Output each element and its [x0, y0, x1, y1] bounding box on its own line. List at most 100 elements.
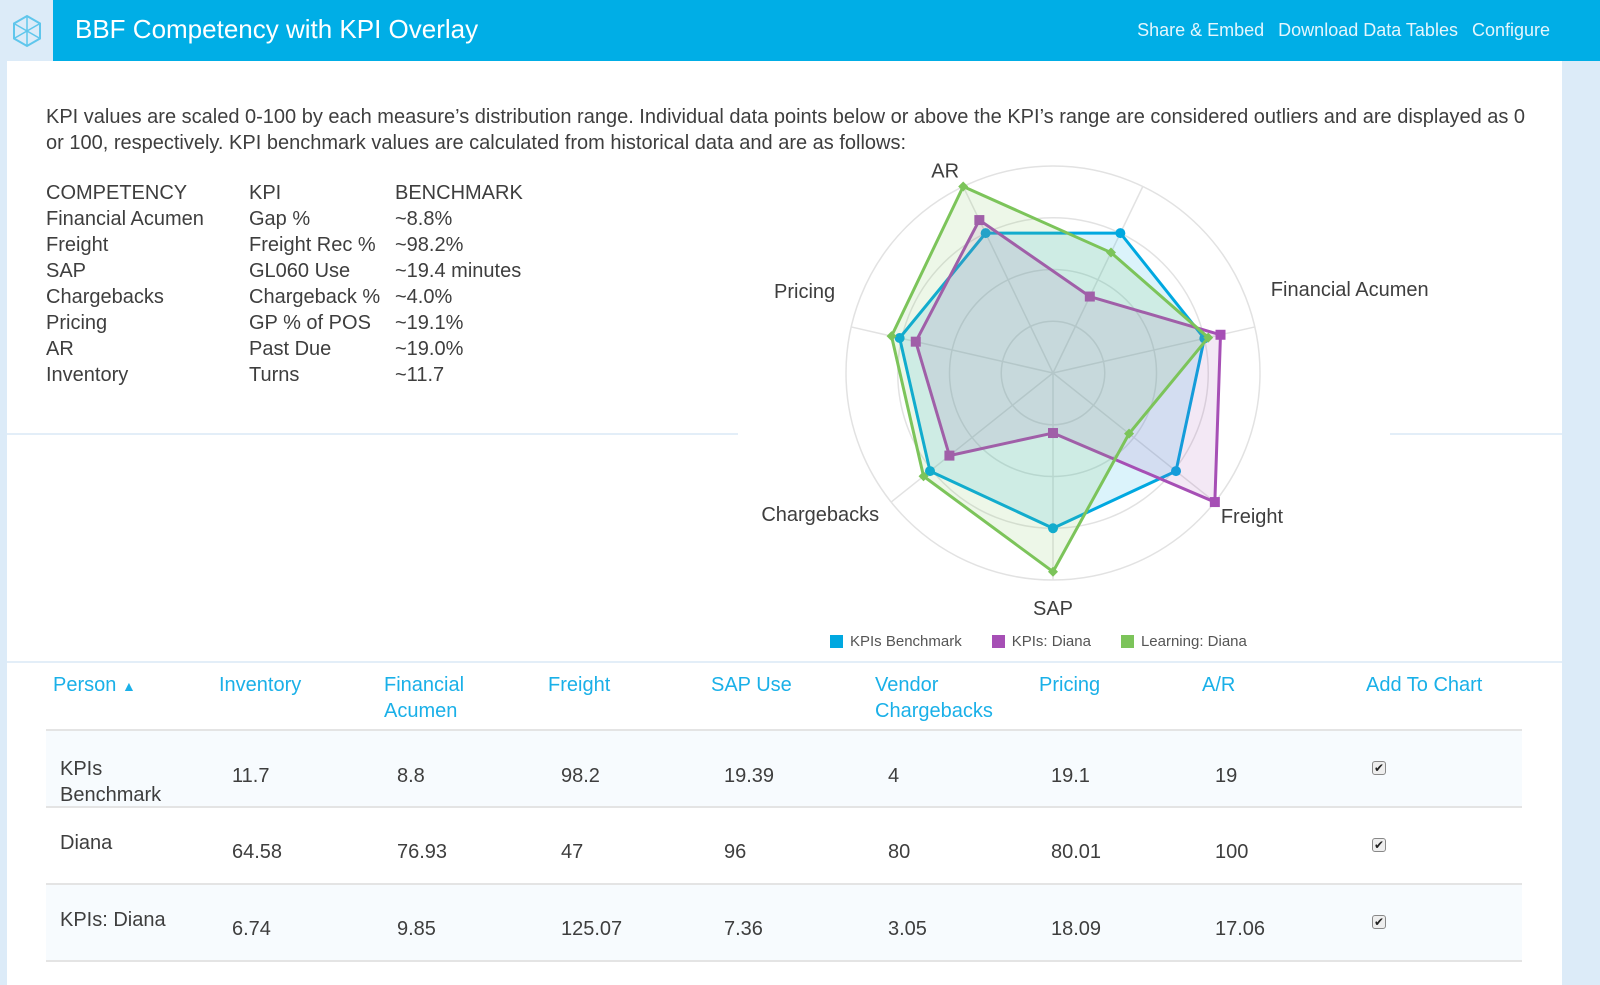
value-cell: 18.09: [1051, 918, 1102, 940]
kpi-cell: GL060 Use: [249, 260, 351, 282]
add-to-chart-checkbox[interactable]: ✔: [1372, 915, 1386, 929]
table-row: KPIs: Diana 6.74 9.85 125.07 7.36 3.05 18.09 17…: [46, 885, 1522, 962]
value-cell: 125.07: [561, 918, 623, 940]
value-cell: 64.58: [232, 841, 283, 863]
value-cell: 11.7: [232, 765, 270, 787]
column-header-add-to-chart[interactable]: Add To Chart: [1366, 674, 1483, 696]
value-cell: 9.85: [397, 918, 436, 940]
column-header-vendor-chargebacks[interactable]: Vendor Chargebacks: [875, 674, 993, 722]
content-panel: [7, 61, 1562, 985]
column-header-sap-use[interactable]: SAP Use: [711, 674, 792, 696]
download-data-tables-link[interactable]: Download Data Tables: [1278, 20, 1458, 40]
data-point: [958, 181, 969, 192]
chart-legend: KPIs Benchmark KPIs: Diana Learning: Dia…: [830, 633, 1247, 650]
competency-cell: SAP: [46, 260, 87, 282]
value-cell: 19.39: [724, 765, 775, 787]
value-cell: 80.01: [1051, 841, 1102, 863]
value-cell: 98.2: [561, 765, 600, 787]
table-row: Diana 64.58 76.93 47 96 80 80.01 100 ✔: [46, 808, 1522, 885]
data-point: [1048, 566, 1058, 577]
axis-label: Freight: [1221, 506, 1284, 528]
add-to-chart-checkbox[interactable]: ✔: [1372, 761, 1386, 775]
benchmark-cell: ~4.0%: [395, 286, 453, 308]
value-cell: 19: [1215, 765, 1238, 787]
benchmark-cell: ~19.1%: [395, 312, 464, 334]
benchmark-cell: ~8.8%: [395, 208, 453, 230]
axis-line: [1052, 372, 1216, 503]
data-point: [925, 466, 936, 477]
axis-label: Pricing: [774, 281, 835, 303]
divider: [7, 433, 738, 435]
column-header-financial-acumen[interactable]: Financial Acumen: [384, 674, 465, 722]
competency-cell: Inventory: [46, 364, 129, 386]
value-cell: 8.8: [397, 765, 425, 787]
legend-label: Learning: Diana: [1140, 633, 1247, 650]
data-point: [1084, 291, 1095, 302]
data-point: [1209, 497, 1220, 508]
benchmark-cell: BENCHMARK: [395, 182, 523, 204]
competency-cell: AR: [46, 338, 74, 360]
value-cell: 47: [561, 841, 584, 863]
legend-item-learning-diana[interactable]: Learning: Diana: [1120, 633, 1247, 650]
kpi-cell: KPI: [249, 182, 282, 204]
divider: [7, 661, 1562, 663]
data-point: [944, 450, 955, 461]
column-header-person[interactable]: Person ▲: [53, 672, 136, 699]
value-cell: 4: [888, 765, 900, 787]
hexagon-cube-icon: [12, 14, 41, 47]
person-cell: KPIs Benchmark: [60, 758, 162, 806]
competency-cell: Pricing: [46, 312, 108, 334]
benchmark-cell: ~19.4 minutes: [395, 260, 522, 282]
column-header-freight[interactable]: Freight: [548, 674, 611, 696]
data-point: [1115, 228, 1126, 239]
data-point: [1170, 466, 1181, 477]
data-point: [910, 336, 921, 347]
add-to-chart-checkbox[interactable]: ✔: [1372, 838, 1386, 852]
legend-item-kpis-diana[interactable]: KPIs: Diana: [991, 633, 1091, 650]
legend-label: KPIs Benchmark: [850, 633, 962, 650]
kpi-cell: Past Due: [249, 338, 332, 360]
table-header: Person ▲ Inventory Financial Acumen Frei…: [0, 672, 1600, 730]
axis-label: SAP: [1033, 598, 1073, 620]
axis-line: [890, 372, 1054, 503]
competency-cell: COMPETENCY: [46, 182, 188, 204]
page-title: BBF Competency with KPI Overlay: [75, 14, 479, 44]
value-cell: 7.36: [724, 918, 763, 940]
person-cell: Diana: [60, 832, 113, 854]
value-cell: 76.93: [397, 841, 448, 863]
legend-item-kpis-benchmark[interactable]: KPIs Benchmark: [830, 633, 962, 650]
benchmark-cell: ~98.2%: [395, 234, 464, 256]
data-point: [980, 228, 991, 239]
kpi-cell: GP % of POS: [249, 312, 371, 334]
data-point: [974, 215, 985, 226]
column-header-inventory[interactable]: Inventory: [219, 674, 302, 696]
legend-swatch: [830, 635, 843, 648]
data-point: [1215, 329, 1226, 340]
kpi-cell: Chargeback %: [249, 286, 381, 308]
data-point: [1048, 428, 1058, 439]
value-cell: 17.06: [1215, 918, 1266, 940]
benchmark-cell: ~11.7: [395, 364, 445, 386]
data-point: [894, 332, 905, 343]
intro-text: KPI values are scaled 0-100 by each meas…: [46, 106, 1526, 154]
share-embed-link[interactable]: Share & Embed: [1137, 20, 1265, 40]
competency-cell: Freight: [46, 234, 109, 256]
column-header-pricing[interactable]: Pricing: [1039, 674, 1101, 696]
table-header-divider: [46, 729, 1522, 731]
legend-label: KPIs: Diana: [1011, 633, 1091, 650]
data-point: [1124, 428, 1135, 439]
logo[interactable]: [0, 0, 53, 61]
value-cell: 100: [1215, 841, 1249, 863]
benchmark-cell: ~19.0%: [395, 338, 464, 360]
kpi-cell: Gap %: [249, 208, 311, 230]
series-area-learning-diana: [890, 184, 1210, 574]
configure-link[interactable]: Configure: [1471, 20, 1550, 40]
header-nav: Share & Embed Download Data Tables Confi…: [1137, 20, 1550, 41]
data-point: [1048, 523, 1058, 534]
legend-swatch: [991, 635, 1005, 648]
sort-ascending-icon: ▲: [121, 678, 136, 694]
axis-line: [851, 326, 1054, 374]
app-header: BBF Competency with KPI Overlay Share & …: [0, 0, 1600, 61]
column-header-ar[interactable]: A/R: [1202, 674, 1236, 696]
